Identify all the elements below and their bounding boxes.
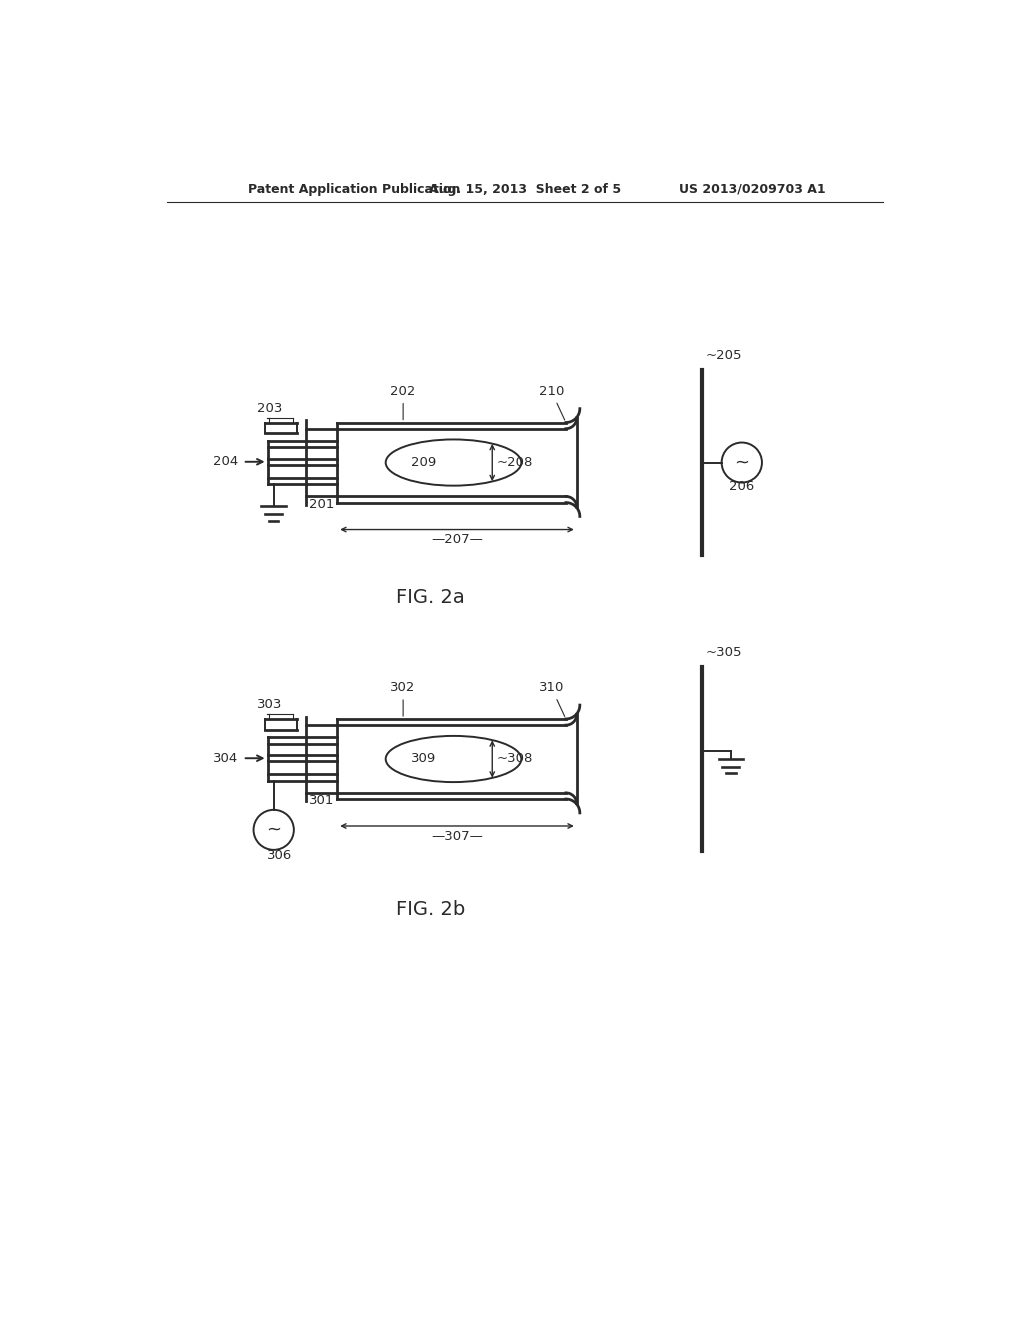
Text: 201: 201 [309, 498, 335, 511]
Text: ~: ~ [734, 454, 750, 471]
Text: Patent Application Publication: Patent Application Publication [248, 182, 461, 195]
Text: 301: 301 [309, 795, 335, 808]
Text: 310: 310 [539, 681, 564, 717]
Text: —207—: —207— [431, 533, 483, 546]
Text: 209: 209 [412, 455, 436, 469]
Text: 306: 306 [267, 849, 293, 862]
Text: 206: 206 [729, 480, 755, 494]
Text: 203: 203 [257, 401, 283, 414]
Text: 302: 302 [390, 681, 416, 717]
Text: Aug. 15, 2013  Sheet 2 of 5: Aug. 15, 2013 Sheet 2 of 5 [429, 182, 621, 195]
Text: FIG. 2a: FIG. 2a [396, 587, 465, 607]
Text: 204: 204 [213, 455, 238, 469]
Text: ~205: ~205 [706, 350, 741, 363]
Text: 210: 210 [539, 385, 564, 420]
Text: 304: 304 [213, 751, 238, 764]
Text: 202: 202 [390, 385, 416, 420]
Text: ~: ~ [266, 821, 282, 838]
Text: US 2013/0209703 A1: US 2013/0209703 A1 [679, 182, 825, 195]
Ellipse shape [386, 440, 521, 486]
Text: FIG. 2b: FIG. 2b [395, 900, 465, 919]
Text: 303: 303 [257, 698, 283, 711]
Text: 309: 309 [412, 752, 436, 766]
Text: ~308: ~308 [497, 752, 534, 766]
Text: —307—: —307— [431, 830, 483, 843]
Ellipse shape [386, 737, 521, 781]
Text: ~208: ~208 [497, 455, 534, 469]
Text: ~305: ~305 [706, 645, 741, 659]
